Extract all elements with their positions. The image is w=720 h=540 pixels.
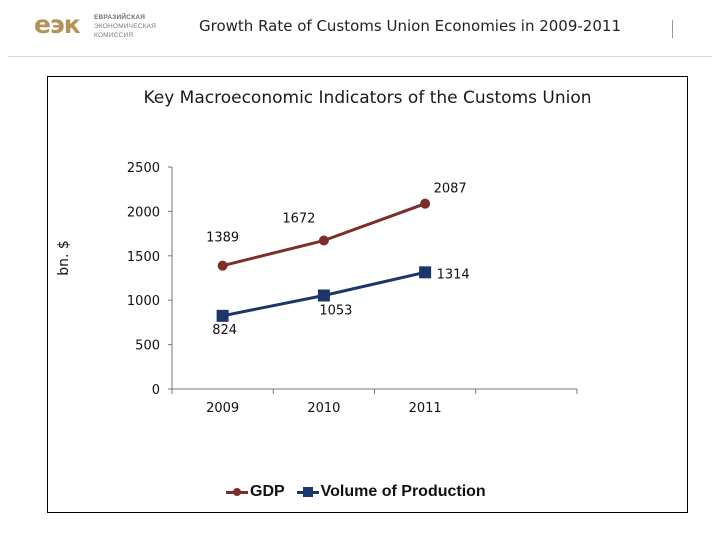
y-axis-label: bn. $	[56, 240, 72, 276]
production-data-label: 1314	[437, 267, 470, 282]
logo-text: ЕВРАЗИЙСКАЯ ЭКОНОМИЧЕСКАЯ КОМИССИЯ	[94, 13, 174, 40]
gdp-series-line	[222, 202, 426, 268]
chart-frame	[47, 76, 688, 513]
gdp-data-label: 1672	[282, 212, 315, 227]
x-tick-label: 2009	[206, 401, 239, 416]
x-tick-label: 2011	[409, 401, 442, 416]
eec-logo: еэк ЕВРАЗИЙСКАЯ ЭКОНОМИЧЕСКАЯ КОМИССИЯ	[30, 8, 165, 48]
logo-text-line: КОМИССИЯ	[94, 32, 134, 39]
gdp-data-point	[420, 198, 431, 209]
y-tick-label: 1000	[127, 294, 160, 309]
legend-item-production: Volume of Production	[296, 483, 486, 501]
slide-header: еэк ЕВРАЗИЙСКАЯ ЭКОНОМИЧЕСКАЯ КОМИССИЯ G…	[0, 0, 720, 58]
production-data-point	[216, 309, 229, 322]
x-tick-label: 2010	[307, 401, 340, 416]
y-tick-label: 0	[152, 383, 160, 398]
gdp-data-point	[217, 260, 228, 271]
chart-title: Key Macroeconomic Indicators of the Cust…	[143, 88, 592, 108]
slide-title: Growth Rate of Customs Union Economies i…	[199, 17, 621, 35]
gdp-data-point	[318, 235, 329, 246]
legend-label-production: Volume of Production	[320, 483, 486, 500]
production-data-label: 1053	[319, 303, 352, 318]
y-tick-label: 500	[135, 339, 160, 354]
production-data-point	[317, 289, 330, 302]
logo-text-line: ЭКОНОМИЧЕСКАЯ	[94, 23, 157, 30]
legend-swatch-gdp	[226, 486, 248, 498]
header-rule	[8, 56, 712, 57]
legend: GDP Volume of Production	[226, 482, 498, 502]
production-data-point	[419, 266, 432, 279]
production-data-label: 824	[212, 323, 237, 338]
legend-swatch-production	[296, 486, 319, 498]
y-tick-label: 2500	[127, 161, 160, 176]
y-tick-label: 1500	[127, 250, 160, 265]
legend-item-gdp: GDP	[226, 483, 285, 501]
gdp-data-label: 2087	[434, 182, 467, 197]
y-tick-label: 2000	[127, 205, 160, 220]
logo-text-line: ЕВРАЗИЙСКАЯ	[94, 14, 146, 21]
logo-mark: еэк	[34, 10, 81, 39]
header-divider	[672, 20, 673, 38]
gdp-data-label: 1389	[206, 231, 239, 246]
legend-label-gdp: GDP	[250, 483, 285, 500]
